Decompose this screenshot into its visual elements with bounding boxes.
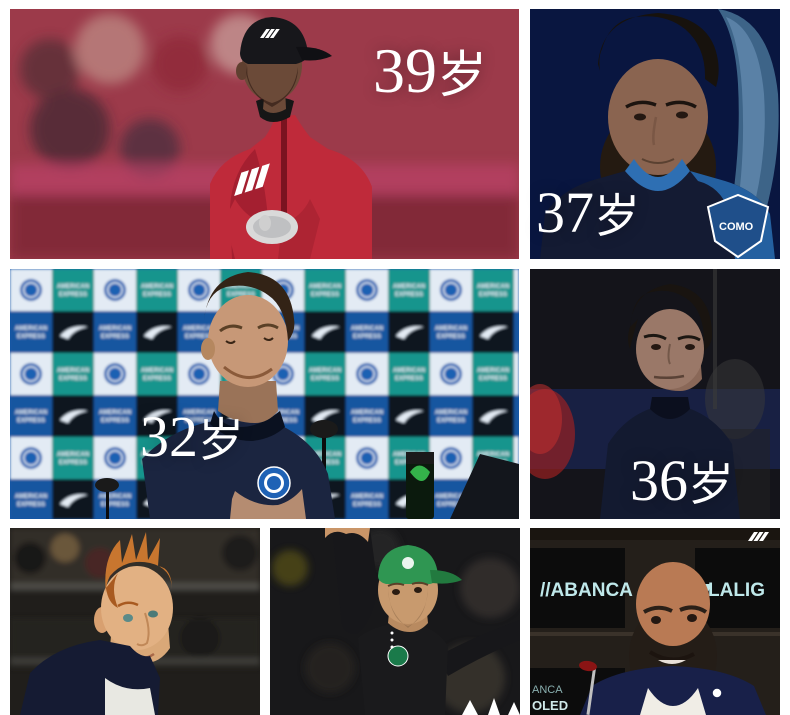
svg-text:ANCA: ANCA — [532, 684, 563, 696]
svg-text://ABANCA: //ABANCA — [540, 580, 633, 601]
svg-text:COMO: COMO — [719, 221, 754, 233]
svg-text:LALIG: LALIG — [708, 580, 765, 601]
svg-text:OLED: OLED — [532, 698, 568, 713]
